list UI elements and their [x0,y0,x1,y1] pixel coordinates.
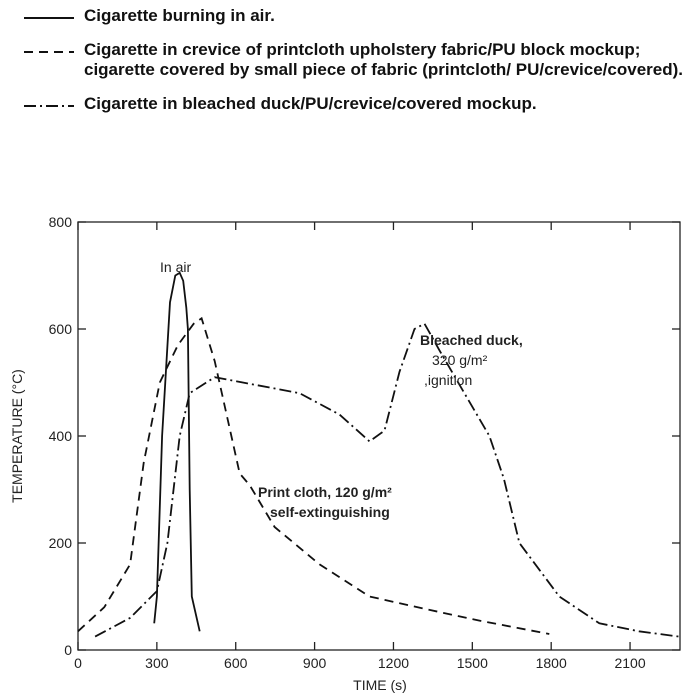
series-line [94,322,680,638]
annotation: Print cloth, 120 g/m² [258,484,392,500]
legend-item: Cigarette burning in air. [20,6,695,26]
y-tick-label: 800 [49,214,73,230]
y-tick-label: 0 [64,642,72,658]
x-tick-label: 600 [224,655,248,671]
x-tick-label: 300 [145,655,169,671]
annotation: ,ignition [424,372,472,388]
y-tick-label: 200 [49,535,73,551]
legend-item: Cigarette in crevice of printcloth uphol… [20,40,695,80]
y-axis-label: TEMPERATURE (°C) [9,369,25,503]
x-axis-label: TIME (s) [353,677,407,693]
x-tick-label: 1800 [536,655,567,671]
legend-label: Cigarette burning in air. [84,6,275,25]
annotation: Bleached duck, [420,332,523,348]
legend-label: Cigarette in bleached duck/PU/crevice/co… [84,94,537,113]
x-tick-label: 1500 [457,655,488,671]
legend-item: Cigarette in bleached duck/PU/crevice/co… [20,94,695,114]
series-line [153,271,201,632]
annotation: self-extinguishing [270,504,390,520]
legend-label: Cigarette in crevice of printcloth uphol… [84,40,683,79]
x-tick-label: 2100 [614,655,645,671]
series-line [77,316,550,635]
y-tick-label: 400 [49,428,73,444]
legend: Cigarette burning in air. Cigarette in cr… [20,6,695,128]
y-tick-label: 600 [49,321,73,337]
legend-swatch [24,105,74,107]
x-tick-label: 1200 [378,655,409,671]
x-tick-label: 900 [303,655,327,671]
annotation: 320 g/m² [432,352,488,368]
plot-frame [77,221,681,651]
legend-swatch [24,17,74,19]
annotation: In air [160,259,191,275]
legend-swatch [24,51,74,53]
x-tick-label: 0 [74,655,82,671]
